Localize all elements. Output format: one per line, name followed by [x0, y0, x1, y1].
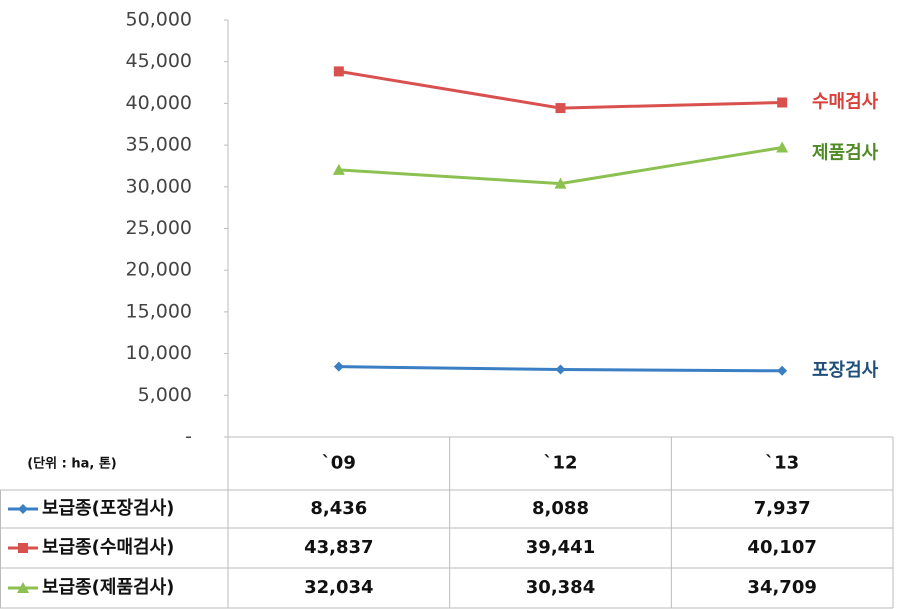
legend-label: 보급종(제품검사): [42, 577, 174, 598]
y-tick-label: 5,000: [138, 384, 192, 406]
table-value: 30,384: [526, 577, 595, 598]
point: [554, 177, 567, 189]
table-value: 7,937: [754, 498, 811, 519]
point: [777, 365, 788, 376]
point: [555, 103, 566, 114]
table-value: 32,034: [304, 577, 373, 598]
y-tick-label: 45,000: [126, 50, 192, 72]
legend-marker: [18, 504, 28, 514]
table-value: 8,436: [310, 498, 367, 519]
legend-marker: [18, 543, 28, 553]
point: [332, 163, 345, 175]
y-tick-label: -: [185, 426, 192, 448]
table-value: 8,088: [532, 498, 589, 519]
legend-label: 보급종(포장검사): [42, 498, 174, 519]
y-tick-label: 20,000: [126, 259, 192, 281]
y-tick-label: 15,000: [126, 300, 192, 322]
point: [776, 141, 789, 153]
y-tick-label: 40,000: [126, 92, 192, 114]
table-value: 40,107: [747, 537, 816, 558]
y-tick-label: 10,000: [126, 342, 192, 364]
x-tick-label: `09: [322, 453, 356, 474]
y-tick-label: 25,000: [126, 217, 192, 239]
table-value: 43,837: [304, 537, 373, 558]
y-tick-label: 35,000: [126, 134, 192, 156]
legend-marker: [17, 582, 29, 593]
y-tick-label: 50,000: [126, 9, 192, 31]
table-value: 39,441: [526, 537, 595, 558]
x-tick-label: `12: [543, 453, 577, 474]
point: [333, 361, 344, 372]
legend-label: 보급종(수매검사): [42, 537, 174, 558]
point: [333, 66, 344, 77]
series-line: [338, 69, 783, 110]
x-tick-label: `13: [765, 453, 799, 474]
y-tick-label: 30,000: [126, 175, 192, 197]
table-value: 34,709: [747, 577, 816, 598]
series-annotation: 제품검사: [812, 143, 879, 164]
series-annotation: 포장검사: [812, 360, 879, 381]
point: [555, 364, 566, 375]
unit-label: (단위 : ha, 톤): [27, 456, 117, 472]
point: [777, 97, 788, 108]
series-annotation: 수매검사: [812, 92, 879, 113]
